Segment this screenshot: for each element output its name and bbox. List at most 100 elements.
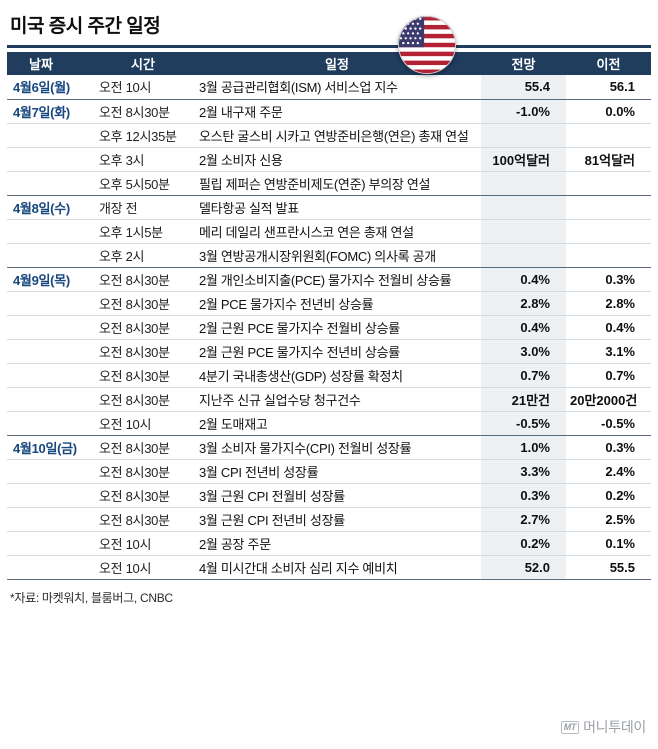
event-cell: 오스탄 굴스비 시카고 연방준비은행(연은) 총재 연설 — [193, 123, 481, 148]
event-cell: 2월 근원 PCE 물가지수 전월비 상승률 — [193, 315, 481, 340]
event-cell: 3월 CPI 전년비 성장률 — [193, 459, 481, 484]
mt-logo-icon: MT — [560, 720, 580, 734]
date-cell — [7, 291, 93, 316]
table-row: 4월10일(금) 오전 8시30분 3월 소비자 물가지수(CPI) 전월비 성장률… — [7, 435, 651, 460]
table-row: 오후 1시5분 메리 데일리 샌프란시스코 연은 총재 연설 — [7, 219, 651, 244]
forecast-cell: 0.3% — [481, 483, 566, 508]
date-cell — [7, 219, 93, 244]
table-row: 오후 5시50분 필립 제퍼슨 연방준비제도(연준) 부의장 연설 — [7, 171, 651, 196]
event-cell: 메리 데일리 샌프란시스코 연은 총재 연설 — [193, 219, 481, 244]
event-cell: 3월 공급관리협회(ISM) 서비스업 지수 — [193, 75, 481, 100]
forecast-cell: 0.4% — [481, 267, 566, 292]
date-cell — [7, 507, 93, 532]
event-cell: 4월 미시간대 소비자 심리 지수 예비치 — [193, 555, 481, 580]
time-cell: 오전 8시30분 — [93, 387, 193, 412]
date-cell — [7, 483, 93, 508]
event-cell: 3월 근원 CPI 전월비 성장률 — [193, 483, 481, 508]
date-cell: 4월8일(수) — [7, 195, 93, 220]
date-cell: 4월10일(금) — [7, 435, 93, 460]
date-cell — [7, 315, 93, 340]
event-cell: 2월 내구재 주문 — [193, 99, 481, 124]
previous-cell: 0.4% — [566, 315, 651, 340]
table-row: 오전 8시30분 2월 근원 PCE 물가지수 전월비 상승률 0.4% 0.4% — [7, 315, 651, 340]
table-row: 오전 10시 2월 공장 주문 0.2% 0.1% — [7, 531, 651, 556]
time-cell: 오전 8시30분 — [93, 459, 193, 484]
source-note: *자료: 마켓워치, 블룸버그, CNBC — [10, 590, 173, 605]
event-cell: 2월 소비자 신용 — [193, 147, 481, 172]
event-cell: 2월 PCE 물가지수 전년비 상승률 — [193, 291, 481, 316]
forecast-cell: 2.7% — [481, 507, 566, 532]
title-underline — [7, 45, 651, 48]
previous-cell: 2.5% — [566, 507, 651, 532]
forecast-cell — [481, 123, 566, 148]
event-cell: 필립 제퍼슨 연방준비제도(연준) 부의장 연설 — [193, 171, 481, 196]
event-cell: 2월 근원 PCE 물가지수 전년비 상승률 — [193, 339, 481, 364]
time-cell: 오후 2시 — [93, 243, 193, 268]
previous-cell: 0.3% — [566, 267, 651, 292]
forecast-cell: 1.0% — [481, 435, 566, 460]
previous-cell: 0.7% — [566, 363, 651, 388]
previous-cell: 81억달러 — [566, 147, 651, 172]
time-cell: 오전 8시30분 — [93, 315, 193, 340]
column-header: 전망 — [481, 52, 566, 75]
date-cell — [7, 459, 93, 484]
previous-cell: 56.1 — [566, 75, 651, 100]
forecast-cell: 3.3% — [481, 459, 566, 484]
time-cell: 오전 8시30분 — [93, 291, 193, 316]
table-row: 4월8일(수) 개장 전 델타항공 실적 발표 — [7, 195, 651, 220]
table-row: 오전 8시30분 3월 근원 CPI 전월비 성장률 0.3% 0.2% — [7, 483, 651, 508]
table-header-row: 날짜 시간 일정 전망 이전 — [7, 52, 651, 75]
date-cell — [7, 243, 93, 268]
table-row: 오전 8시30분 3월 CPI 전년비 성장률 3.3% 2.4% — [7, 459, 651, 484]
date-cell — [7, 147, 93, 172]
time-cell: 오전 8시30분 — [93, 363, 193, 388]
time-cell: 오후 12시35분 — [93, 123, 193, 148]
event-cell: 델타항공 실적 발표 — [193, 195, 481, 220]
time-cell: 오전 10시 — [93, 75, 193, 100]
table-row: 4월9일(목) 오전 8시30분 2월 개인소비지출(PCE) 물가지수 전월비 상… — [7, 267, 651, 292]
date-cell — [7, 411, 93, 436]
forecast-cell — [481, 195, 566, 220]
date-cell: 4월6일(월) — [7, 75, 93, 100]
time-cell: 오전 8시30분 — [93, 507, 193, 532]
forecast-cell: -1.0% — [481, 99, 566, 124]
previous-cell: 55.5 — [566, 555, 651, 580]
moneytoday-text: 머니투데이 — [583, 719, 646, 735]
date-cell — [7, 363, 93, 388]
time-cell: 오전 8시30분 — [93, 483, 193, 508]
time-cell: 오전 10시 — [93, 531, 193, 556]
table-row: 오전 8시30분 4분기 국내총생산(GDP) 성장률 확정치 0.7% 0.7% — [7, 363, 651, 388]
forecast-cell — [481, 171, 566, 196]
previous-cell: -0.5% — [566, 411, 651, 436]
previous-cell: 0.3% — [566, 435, 651, 460]
table-row: 4월6일(월) 오전 10시 3월 공급관리협회(ISM) 서비스업 지수 55.4 5… — [7, 75, 651, 100]
event-cell: 지난주 신규 실업수당 청구건수 — [193, 387, 481, 412]
time-cell: 오전 8시30분 — [93, 99, 193, 124]
previous-cell: 0.0% — [566, 99, 651, 124]
moneytoday-logo: MT 머니투데이 — [560, 717, 646, 737]
forecast-cell: 2.8% — [481, 291, 566, 316]
table-row: 오후 3시 2월 소비자 신용 100억달러 81억달러 — [7, 147, 651, 172]
event-cell: 3월 근원 CPI 전년비 성장률 — [193, 507, 481, 532]
previous-cell — [566, 195, 651, 220]
previous-cell: 0.2% — [566, 483, 651, 508]
forecast-cell: -0.5% — [481, 411, 566, 436]
date-cell — [7, 555, 93, 580]
column-header: 시간 — [93, 52, 193, 75]
time-cell: 개장 전 — [93, 195, 193, 220]
time-cell: 오전 10시 — [93, 411, 193, 436]
forecast-cell — [481, 219, 566, 244]
table-row: 오전 8시30분 지난주 신규 실업수당 청구건수 21만건 20만2000건 — [7, 387, 651, 412]
table-row: 오후 12시35분 오스탄 굴스비 시카고 연방준비은행(연은) 총재 연설 — [7, 123, 651, 148]
forecast-cell: 55.4 — [481, 75, 566, 100]
previous-cell: 20만2000건 — [566, 387, 651, 412]
previous-cell — [566, 219, 651, 244]
previous-cell — [566, 123, 651, 148]
table-row: 4월7일(화) 오전 8시30분 2월 내구재 주문 -1.0% 0.0% — [7, 99, 651, 124]
time-cell: 오후 1시5분 — [93, 219, 193, 244]
column-header: 날짜 — [7, 52, 93, 75]
time-cell: 오전 10시 — [93, 555, 193, 580]
event-cell: 2월 도매재고 — [193, 411, 481, 436]
previous-cell — [566, 171, 651, 196]
forecast-cell: 21만건 — [481, 387, 566, 412]
